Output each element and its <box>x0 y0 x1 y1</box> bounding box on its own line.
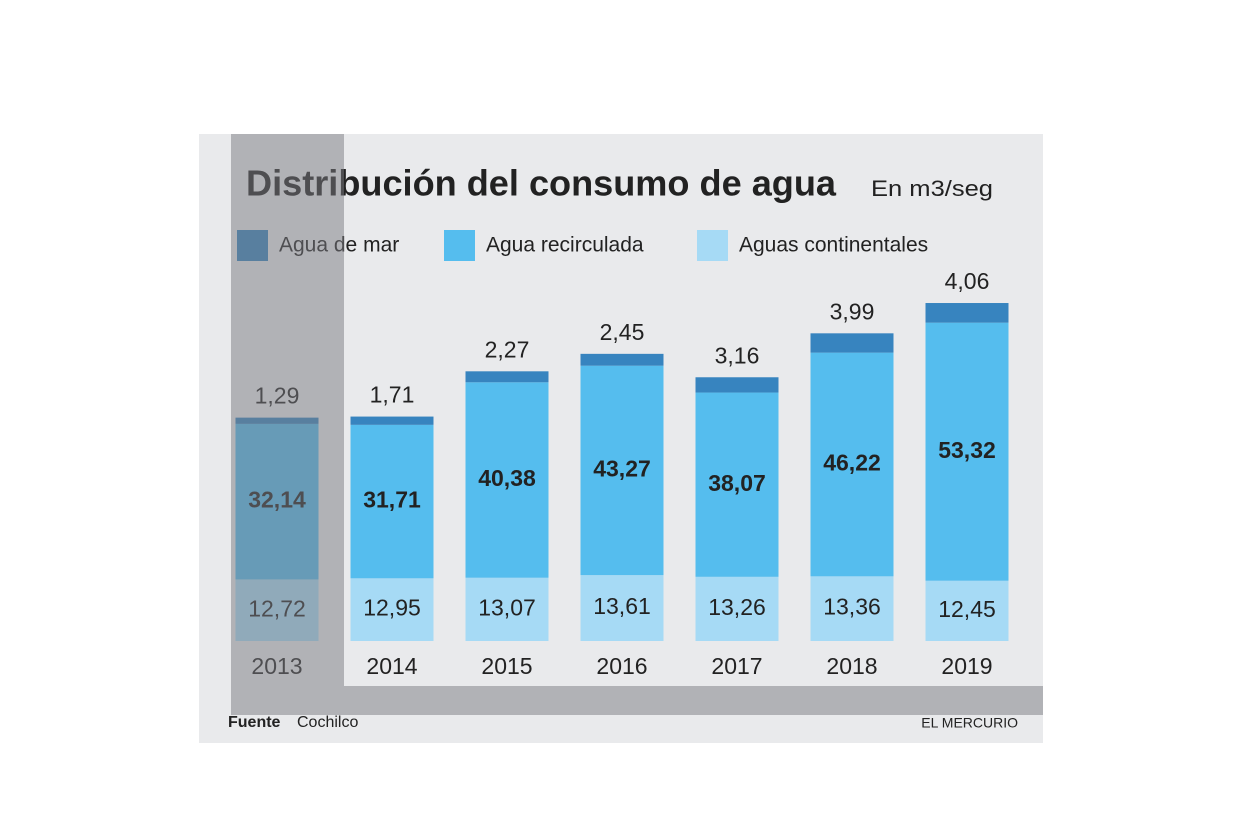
overlay-column <box>231 134 344 715</box>
bar-segment <box>810 352 894 577</box>
overlay-strip <box>344 686 1043 715</box>
source-label: Fuente <box>228 714 281 731</box>
bar-segment <box>580 365 664 576</box>
value-label: 2,45 <box>600 319 645 345</box>
value-label: 13,26 <box>708 594 766 620</box>
x-tick-label: 2018 <box>826 653 877 679</box>
bar-segment <box>695 392 779 577</box>
source: Cochilco <box>297 714 358 731</box>
value-label: 12,95 <box>363 595 421 621</box>
highlight-overlay <box>231 134 1043 715</box>
value-label: 3,16 <box>715 342 760 368</box>
value-label: 31,71 <box>363 487 421 513</box>
bar-segment <box>580 575 664 641</box>
bar-segment <box>810 576 894 641</box>
value-label: 1,71 <box>370 382 415 408</box>
value-label: 40,38 <box>478 465 536 491</box>
bar-segment <box>350 416 434 425</box>
chart-title: Distribución del consumo de agua <box>246 163 837 204</box>
x-tick-label: 2015 <box>481 653 532 679</box>
bar-segment <box>925 303 1009 323</box>
legend-label: Aguas continentales <box>739 234 928 257</box>
value-label: 2,27 <box>485 336 530 362</box>
legend-swatch <box>444 230 475 261</box>
bar-segment <box>350 424 434 579</box>
credit: EL MERCURIO <box>921 715 1018 731</box>
chart: Distribución del consumo de agua En m3/s… <box>228 163 1018 732</box>
value-label: 13,61 <box>593 593 651 619</box>
bar-segment <box>695 576 779 641</box>
x-tick-label: 2017 <box>711 653 762 679</box>
x-tick-label: 2014 <box>366 653 417 679</box>
bar-segment <box>350 578 434 641</box>
bar-segment <box>810 333 894 353</box>
bar-segment <box>465 577 549 641</box>
x-tick-label: 2016 <box>596 653 647 679</box>
bar-segment <box>465 382 549 578</box>
value-label: 13,07 <box>478 594 536 620</box>
value-label: 4,06 <box>945 268 990 294</box>
bar-segment <box>925 322 1009 581</box>
bar-segment <box>925 580 1009 641</box>
value-label: 3,99 <box>830 298 875 324</box>
value-label: 13,36 <box>823 594 881 620</box>
value-label: 46,22 <box>823 450 881 476</box>
value-label: 12,45 <box>938 596 996 622</box>
bar-segment <box>465 371 549 383</box>
bar-segment <box>695 377 779 393</box>
value-label: 53,32 <box>938 437 996 463</box>
legend-label: Agua recirculada <box>486 234 644 257</box>
chart-subtitle: En m3/seg <box>871 176 993 201</box>
x-tick-label: 2019 <box>941 653 992 679</box>
bar-segment <box>580 353 664 366</box>
value-label: 38,07 <box>708 470 766 496</box>
legend-swatch <box>697 230 728 261</box>
value-label: 43,27 <box>593 455 651 481</box>
